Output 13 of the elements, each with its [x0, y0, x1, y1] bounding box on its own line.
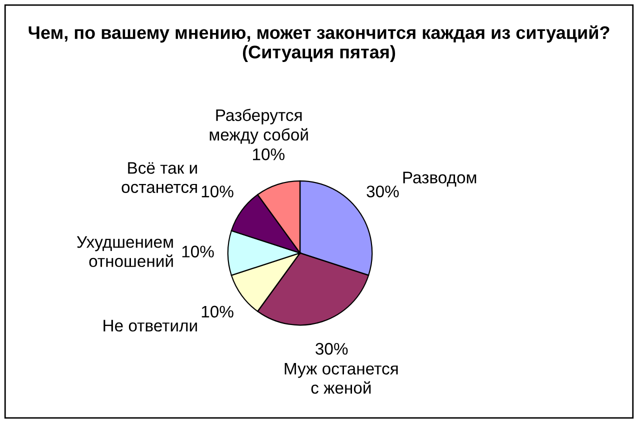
slice-label: Муж останется с женой — [284, 362, 398, 394]
slice-label: Ухудшением отношений — [76, 236, 173, 268]
data-label: 10% — [202, 186, 234, 198]
slice-label: Всё так и останется — [122, 162, 197, 193]
data-label: 10% — [253, 148, 284, 160]
data-label: 10% — [182, 246, 214, 258]
data-label: 30% — [366, 186, 399, 198]
slice-label: Не ответили — [104, 320, 197, 332]
chart-title: Чем, по вашему мнению, может закончится каждая из ситуаций? (Ситуация пятая) — [28, 25, 610, 62]
slice-label: Разводом — [403, 172, 476, 187]
data-label: 30% — [316, 342, 348, 355]
data-label: 10% — [202, 306, 234, 318]
slice-label: Разберутся между собой — [210, 108, 308, 144]
